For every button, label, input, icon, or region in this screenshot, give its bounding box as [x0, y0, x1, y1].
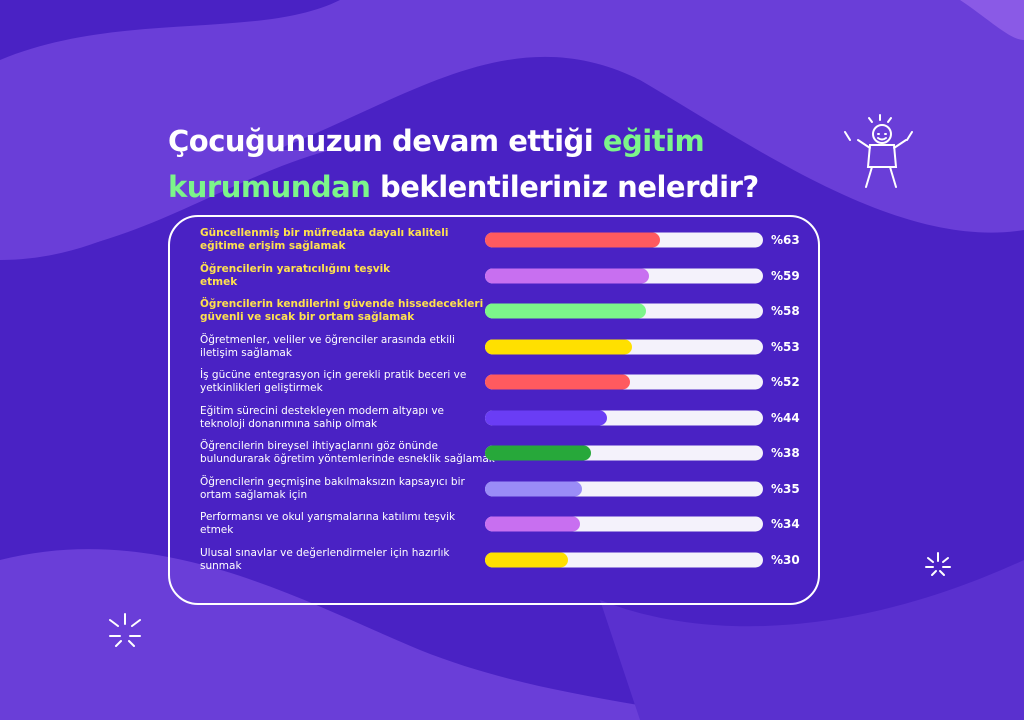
value-label: %58	[771, 304, 800, 318]
value-label: %59	[771, 268, 800, 283]
bar	[485, 552, 569, 567]
panel	[168, 215, 820, 605]
bar	[485, 268, 650, 283]
category-label: Eğitim sürecini destekleyen modern altya…	[200, 404, 444, 430]
bar	[485, 481, 583, 496]
bar	[485, 445, 591, 461]
value-label: %44	[771, 410, 800, 425]
category-label: Öğrencilerin bireysel ihtiyaçlarını göz …	[200, 440, 495, 465]
category-label: Öğrencilerin geçmişine bakılmaksızın kap…	[200, 475, 465, 501]
category-label: Güncellenmiş bir müfredata dayalı kalite…	[200, 227, 449, 252]
value-label: %63	[771, 233, 800, 247]
title-part: Çocuğunuzun devam ettiği	[168, 124, 594, 158]
category-label: İş gücüne entegrasyon için gerekli prati…	[200, 369, 467, 394]
category-label: Ulusal sınavlar ve değerlendirmeler için…	[200, 546, 450, 572]
value-label: %35	[771, 481, 800, 496]
title-part: eğitim	[602, 124, 705, 158]
title-part: beklentileriniz nelerdir?	[379, 170, 759, 204]
bar	[485, 232, 661, 248]
bar	[485, 374, 630, 390]
bar	[485, 303, 647, 319]
bar	[485, 516, 580, 532]
title-part: kurumundan	[168, 170, 371, 204]
bar	[485, 410, 608, 425]
value-label: %38	[771, 446, 800, 460]
value-label: %30	[771, 552, 800, 567]
category-label: Öğrencilerin yaratıcılığını teşvik etmek	[200, 262, 391, 288]
bar	[485, 339, 633, 354]
value-label: %53	[771, 339, 800, 354]
value-label: %52	[771, 375, 800, 389]
category-label: Öğrencilerin kendilerini güvende hissede…	[200, 298, 484, 323]
chart-title: Çocuğunuzun devam ettiği eğitim kurumund…	[168, 118, 759, 210]
category-label: Öğretmenler, veliler ve öğrenciler arası…	[200, 333, 455, 359]
value-label: %34	[771, 517, 800, 531]
category-label: Performansı ve okul yarışmalarına katılı…	[200, 511, 456, 536]
